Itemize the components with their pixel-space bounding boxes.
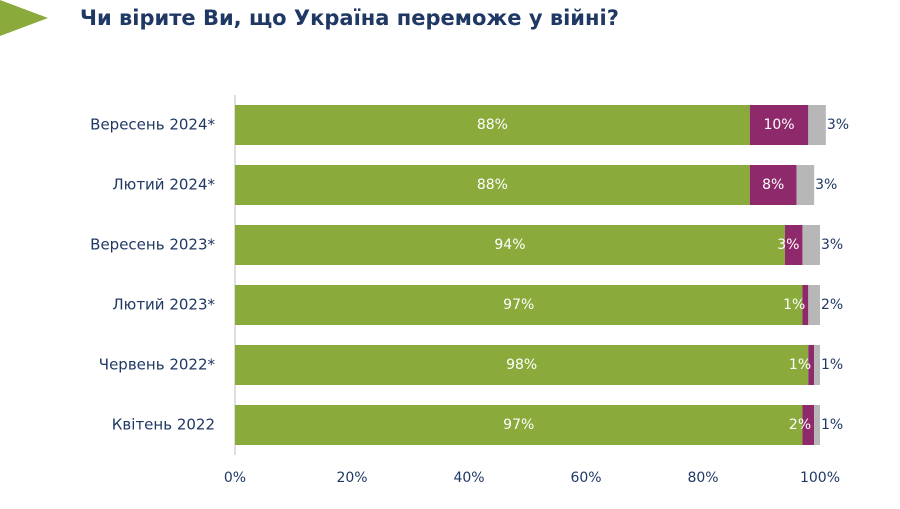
category-label: Лютий 2024* [112, 176, 215, 194]
bar-segment [749, 165, 797, 205]
bar-segment [796, 165, 815, 205]
bar-segment [235, 105, 750, 145]
x-tick-label: 40% [453, 470, 484, 486]
bar-segment [802, 405, 815, 445]
value-label: 1% [821, 417, 843, 433]
value-label: 88% [477, 117, 508, 133]
value-label: 97% [503, 417, 534, 433]
value-label: 1% [821, 357, 843, 373]
value-label: 1% [789, 357, 811, 373]
value-label: 94% [494, 237, 525, 253]
title-marker [0, 0, 48, 36]
bar-segment [749, 105, 809, 145]
x-tick-label: 80% [687, 470, 718, 486]
bar-segment [235, 405, 803, 445]
bar-segment [808, 285, 820, 325]
bar-segment [235, 165, 750, 205]
x-tick-label: 60% [570, 470, 601, 486]
value-label: 2% [821, 297, 843, 313]
chart-title: Чи вірите Ви, що Україна переможе у війн… [80, 6, 619, 30]
bar-segment [814, 405, 820, 445]
bar-segment [802, 225, 820, 265]
value-label: 3% [821, 237, 843, 253]
value-label: 10% [763, 117, 794, 133]
bar-segment [235, 345, 809, 385]
x-tick-label: 20% [336, 470, 367, 486]
category-label: Червень 2022* [99, 356, 216, 374]
bar-segment [808, 105, 826, 145]
value-label: 88% [477, 177, 508, 193]
bar-segment [808, 345, 815, 385]
category-label: Квітень 2022 [112, 416, 215, 434]
bar-segment [235, 225, 785, 265]
value-label: 2% [789, 417, 811, 433]
bar-segment [802, 285, 809, 325]
value-label: 3% [815, 177, 837, 193]
bar-segment [814, 345, 820, 385]
x-tick-label: 100% [800, 470, 840, 486]
category-label: Вересень 2023* [90, 236, 215, 254]
value-label: 98% [506, 357, 537, 373]
category-label: Вересень 2024* [90, 116, 215, 134]
bar-segment [784, 225, 803, 265]
category-label: Лютий 2023* [112, 296, 215, 314]
x-tick-label: 0% [224, 470, 246, 486]
value-label: 97% [503, 297, 534, 313]
value-label: 3% [777, 237, 799, 253]
value-label: 1% [783, 297, 805, 313]
bar-segment [235, 285, 803, 325]
value-label: 8% [762, 177, 784, 193]
value-label: 3% [827, 117, 849, 133]
